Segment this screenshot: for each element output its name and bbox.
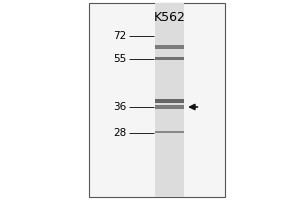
Text: K562: K562 xyxy=(154,11,185,24)
Bar xyxy=(155,105,184,109)
Bar xyxy=(155,57,184,60)
Bar xyxy=(155,45,184,49)
Bar xyxy=(155,99,184,103)
Text: 55: 55 xyxy=(113,54,126,64)
Bar xyxy=(88,3,225,197)
Text: 36: 36 xyxy=(113,102,126,112)
Bar xyxy=(155,131,184,133)
Text: 28: 28 xyxy=(113,128,126,138)
Bar xyxy=(155,3,184,197)
Text: 72: 72 xyxy=(113,31,126,41)
